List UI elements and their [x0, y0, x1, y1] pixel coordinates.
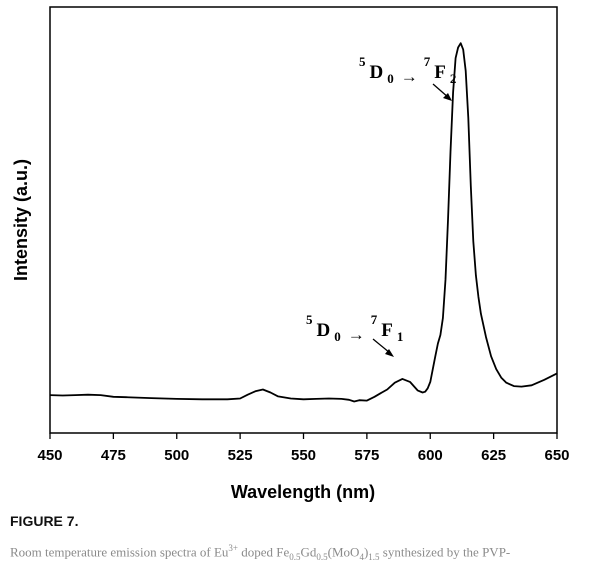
caption-sub: 0.5 [316, 551, 328, 562]
annot-term-2: F [381, 320, 393, 341]
annot-arrow: → [348, 325, 365, 344]
annotation-5d0-7f2: 5 D 0 → 7 F 2 [359, 53, 456, 101]
x-tick-label: 475 [101, 447, 126, 464]
svg-text:5 D 0 →: 5 D 0 → 7 F 2 [359, 53, 456, 87]
x-tick-label: 575 [354, 447, 379, 464]
annot-arrow-line [372, 338, 391, 354]
annot-term: D [370, 62, 384, 83]
annot-arrowhead [443, 93, 452, 101]
x-tick-label: 500 [164, 447, 189, 464]
figure-caption: Room temperature emission spectra of Eu3… [10, 543, 590, 562]
caption-text: ) [363, 544, 369, 560]
annot-arrowhead [385, 349, 394, 357]
x-axis-title: Wavelength (nm) [231, 482, 375, 502]
caption-sup: 3+ [228, 543, 238, 553]
x-tick-label: 625 [481, 447, 506, 464]
caption-text: synthesized by the PVP- [379, 544, 511, 560]
annot-pre-superscript: 5 [359, 54, 366, 69]
annot-subscript-2: 2 [450, 71, 457, 86]
caption-sub: 0.5 [289, 551, 301, 562]
spectrum-line [49, 42, 558, 403]
annot-arrow: → [401, 67, 418, 86]
annot-term: D [317, 320, 331, 341]
emission-spectrum-chart: 450 475 500 525 550 575 600 625 650 Wavelength (… [11, 6, 570, 502]
annot-subscript: 0 [334, 329, 341, 344]
caption-sub: 1.5 [368, 551, 380, 562]
x-axis-ticks: 450 475 500 525 550 575 600 625 650 [37, 433, 570, 464]
annot-pre-superscript: 5 [306, 312, 313, 327]
annot-term-2: F [434, 62, 446, 83]
figure-label: FIGURE 7. [10, 513, 79, 529]
caption-text: Room temperature emission spectra of Eu [10, 544, 229, 560]
annot-subscript: 0 [387, 71, 394, 86]
caption-sub: 4 [359, 551, 364, 562]
annot-pre-superscript-2: 7 [371, 312, 378, 327]
x-tick-label: 550 [291, 447, 316, 464]
y-axis-title: Intensity (a.u.) [11, 159, 31, 281]
annot-subscript-2: 1 [397, 329, 404, 344]
x-tick-label: 525 [228, 447, 253, 464]
caption-text: (MoO [327, 544, 360, 560]
annotation-5d0-7f1: 5 D 0 → 7 F 1 [306, 311, 403, 357]
x-tick-label: 650 [544, 447, 569, 464]
svg-text:5 D 0 →: 5 D 0 → 7 F 1 [306, 311, 403, 345]
x-tick-label: 450 [37, 447, 62, 464]
caption-text: doped Fe [238, 544, 290, 560]
caption-text: Gd [300, 544, 317, 560]
x-tick-label: 600 [418, 447, 443, 464]
plot-frame [49, 6, 558, 434]
annot-pre-superscript-2: 7 [424, 54, 431, 69]
